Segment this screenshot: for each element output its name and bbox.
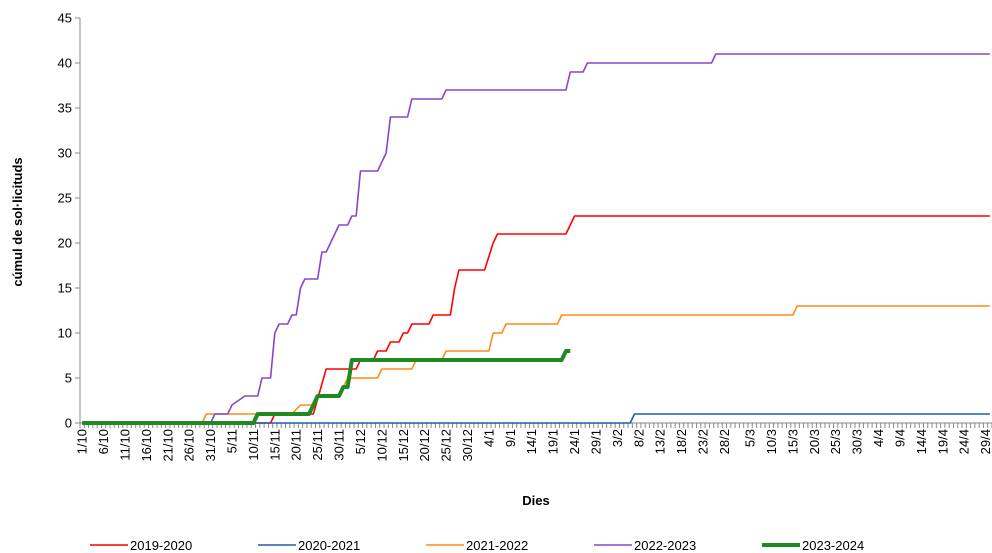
x-tick-label: 15/3 [785,429,800,454]
x-tick-label: 8/2 [631,429,646,447]
x-tick-label: 4/4 [871,429,886,447]
legend-label-2023-2024: 2023-2024 [802,538,864,553]
series-line-2021-2022 [82,305,990,424]
legend-label-2021-2022: 2021-2022 [466,538,528,553]
x-tick-label: 16/10 [139,429,154,462]
y-tick-label: 35 [58,101,72,116]
x-tick-label: 15/11 [267,429,282,461]
series-line-2020-2021 [82,413,990,424]
x-tick-label: 21/10 [160,429,175,462]
y-tick-label: 25 [58,191,72,206]
series-line-2019-2020 [82,215,990,424]
x-tick-label: 14/1 [524,429,539,454]
y-tick-label: 5 [65,371,72,386]
x-tick-label: 11/10 [117,429,132,461]
x-tick-label: 28/2 [717,429,732,454]
x-tick-label: 4/1 [481,429,496,447]
x-tick-label: 19/1 [546,429,561,454]
x-tick-label: 20/11 [289,429,304,461]
x-tick-label: 10/3 [764,429,779,454]
x-tick-label: 25/11 [310,429,325,461]
x-tick-label: 25/3 [828,429,843,454]
x-tick-label: 26/10 [182,429,197,462]
x-tick-label: 14/4 [914,429,929,454]
legend-label-2020-2021: 2020-2021 [298,538,360,553]
x-tick-label: 25/12 [439,429,454,462]
x-tick-label: 19/4 [935,429,950,454]
y-tick-label: 20 [58,236,72,251]
y-tick-label: 30 [58,146,72,161]
y-axis-ticks: 0 5 10 15 20 25 30 35 40 45 [58,11,80,431]
x-tick-label: 24/4 [957,429,972,454]
x-tick-label: 5/3 [743,429,758,447]
y-tick-label: 40 [58,56,72,71]
x-tick-label: 1/10 [75,429,90,454]
y-axis-title: cúmul de sol·licituds [10,157,25,286]
x-tick-label: 5/11 [225,429,240,453]
x-tick-label: 24/1 [567,429,582,454]
x-tick-label: 9/4 [892,429,907,447]
y-tick-label: 45 [58,11,72,26]
legend-label-2019-2020: 2019-2020 [130,538,192,553]
x-tick-label: 10/12 [374,429,389,462]
x-tick-label: 6/10 [96,429,111,454]
legend-label-2022-2023: 2022-2023 [634,538,696,553]
x-tick-label: 29/1 [588,429,603,454]
x-tick-label: 23/2 [695,429,710,454]
x-tick-label: 3/2 [610,429,625,447]
y-tick-label: 15 [58,281,72,296]
series-line-2023-2024 [82,349,571,425]
x-axis-ticks: 1/10 6/10 11/10 16/10 21/10 26/10 31/10 5/11 10/… [75,423,992,462]
series-line-2022-2023 [82,53,990,424]
x-tick-label: 20/12 [417,429,432,462]
x-tick-label: 30/11 [332,429,347,461]
x-tick-label: 29/4 [978,429,992,454]
x-tick-label: 30/12 [460,429,475,462]
x-tick-label: 15/12 [396,429,411,462]
x-tick-label: 13/2 [653,429,668,454]
y-tick-label: 0 [65,416,72,431]
legend: 2019-2020 2020-2021 2021-2022 2022-2023 2023… [90,538,864,553]
x-tick-label: 10/11 [246,429,261,461]
series-lines [82,53,990,425]
y-tick-label: 10 [58,326,72,341]
x-tick-label: 18/2 [674,429,689,454]
x-axis-title: Dies [522,493,549,508]
x-tick-label: 5/12 [353,429,368,454]
x-tick-label: 9/1 [503,429,518,447]
x-tick-label: 31/10 [203,429,218,462]
x-tick-label: 30/3 [850,429,865,454]
x-tick-label: 20/3 [807,429,822,454]
